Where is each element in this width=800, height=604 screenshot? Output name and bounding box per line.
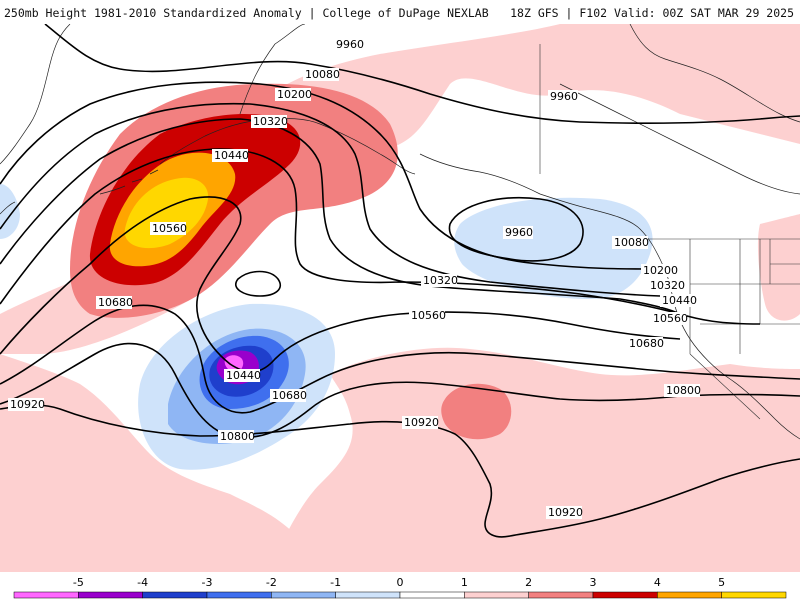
contour-label: 10680 [98, 296, 133, 309]
colorbar-tick-label: 4 [654, 576, 661, 589]
contour-labels: 9960 9960 9960 10080 10080 10200 10200 1… [8, 38, 701, 519]
contour-label: 9960 [550, 90, 578, 103]
colorbar-tick-label: 0 [397, 576, 404, 589]
colorbar-swatch [206, 591, 272, 599]
positive-anomaly-fill [0, 24, 800, 572]
contour-label: 10920 [10, 398, 45, 411]
colorbar-tick-label: 1 [461, 576, 468, 589]
contour-label: 10320 [253, 115, 288, 128]
contour-label: 10560 [653, 312, 688, 325]
colorbar-tick-label: -3 [202, 576, 213, 589]
contour-label: 10800 [220, 430, 255, 443]
colorbar-tick-label: 5 [718, 576, 725, 589]
colorbar-swatch [142, 591, 208, 599]
colorbar-swatch [592, 591, 658, 599]
colorbar-swatches [13, 591, 787, 599]
colorbar-tick-label: -2 [266, 576, 277, 589]
negative-anomaly-fill [0, 184, 653, 470]
colorbar-swatch [528, 591, 594, 599]
contour-label: 10800 [666, 384, 701, 397]
contour-label: 10560 [411, 309, 446, 322]
colorbar-swatch [78, 591, 143, 599]
colorbar-tick-label: 2 [525, 576, 532, 589]
colorbar-swatch [721, 591, 787, 599]
colorbar-legend: -5 -4 -3 -2 -1 0 1 2 3 4 5 [0, 572, 800, 600]
contour-label: 10920 [404, 416, 439, 429]
colorbar-tick-label: 3 [590, 576, 597, 589]
map-title: 250mb Height 1981-2010 Standardized Anom… [4, 6, 489, 20]
contour-label: 10320 [650, 279, 685, 292]
contour-label: 10440 [214, 149, 249, 162]
colorbar-swatch [271, 591, 336, 599]
contour-label: 10200 [643, 264, 678, 277]
contour-label: 10440 [662, 294, 697, 307]
contour-label: 10320 [423, 274, 458, 287]
contour-label: 9960 [336, 38, 364, 51]
contour-label: 10680 [272, 389, 307, 402]
model-run-info: 18Z GFS | F102 Valid: 00Z SAT MAR 29 202… [510, 6, 794, 20]
coastlines [0, 24, 800, 440]
colorbar-swatch [13, 591, 79, 599]
contour-label: 10920 [548, 506, 583, 519]
contour-label: 10560 [152, 222, 187, 235]
height-contours [0, 24, 800, 538]
anomaly-map: 9960 9960 9960 10080 10080 10200 10200 1… [0, 24, 800, 572]
contour-label: 10080 [305, 68, 340, 81]
colorbar-tick-label: -4 [137, 576, 148, 589]
contour-label: 9960 [505, 226, 533, 239]
contour-label: 10080 [614, 236, 649, 249]
colorbar-swatch [464, 591, 529, 599]
colorbar-tick-label: -1 [330, 576, 341, 589]
contour-label: 10200 [277, 88, 312, 101]
colorbar-tick-label: -5 [73, 576, 84, 589]
contour-label: 10440 [226, 369, 261, 382]
colorbar-swatch [657, 591, 722, 599]
colorbar-tick-labels: -5 -4 -3 -2 -1 0 1 2 3 4 5 [73, 576, 725, 589]
colorbar-swatch [399, 591, 465, 599]
colorbar-swatch [335, 591, 401, 599]
contour-label: 10680 [629, 337, 664, 350]
